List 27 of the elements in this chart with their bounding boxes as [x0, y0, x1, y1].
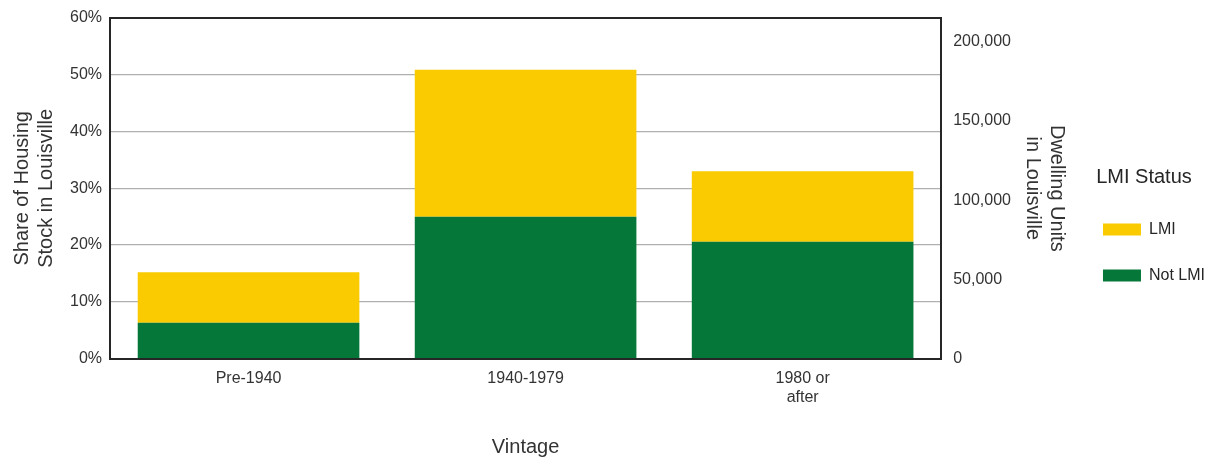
x-tick-label: 1980 or after: [775, 368, 831, 405]
bar: [414, 69, 637, 217]
y2-tick-label: 150,000: [953, 111, 1012, 129]
x-tick-label: 1940-1979: [487, 368, 564, 386]
y2-tick-label: 50,000: [953, 269, 1003, 287]
bar: [414, 216, 637, 358]
y-tick-label: 40%: [69, 121, 103, 139]
y-tick-label: 50%: [69, 65, 103, 83]
y-tick-label: 30%: [69, 178, 103, 196]
y-tick-label: 20%: [69, 235, 103, 253]
legend-label: Not LMI: [1148, 265, 1205, 283]
y-tick-label: 60%: [69, 8, 103, 26]
bar: [137, 322, 360, 358]
y-tick-label: 10%: [69, 292, 103, 310]
x-tick-label: Pre-1940: [215, 368, 282, 386]
y2-tick-label: 0: [953, 349, 963, 367]
bar: [691, 241, 914, 358]
bar: [137, 272, 360, 323]
y2-axis-title: Dwelling Units in Louisville: [1023, 124, 1070, 252]
x-axis-title: Vintage: [491, 434, 560, 457]
legend-label: LMI: [1148, 219, 1176, 237]
y-tick-label: 0%: [78, 349, 103, 367]
legend-title: LMI Status: [1096, 165, 1192, 188]
y2-tick-label: 200,000: [953, 32, 1012, 50]
y-axis-title: Share of Housing Stock in Louisville: [9, 108, 56, 268]
y2-tick-label: 100,000: [953, 190, 1012, 208]
bar: [691, 171, 914, 242]
